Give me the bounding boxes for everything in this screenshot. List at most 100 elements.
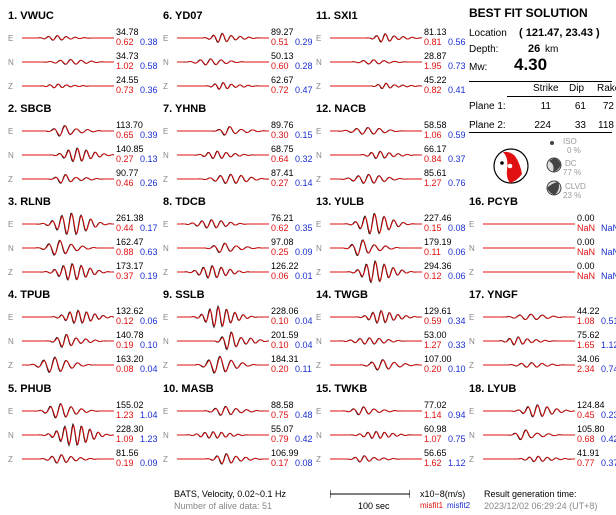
channel-row: N 228.30 1.09 1.23 xyxy=(8,422,158,447)
station-panel: 13. YULB E 227.46 0.15 0.08 N 179.19 0.11 0.06 Z 2… xyxy=(316,196,466,291)
amplitude-value: 129.61 xyxy=(424,306,452,316)
waveform-trace xyxy=(177,242,269,254)
waveform-trace xyxy=(483,455,575,463)
channel-label: Z xyxy=(163,175,168,184)
misfit2-value: 0.04 xyxy=(140,364,158,374)
channel-label: Z xyxy=(163,455,168,464)
amplitude-value: 34.78 xyxy=(116,27,139,37)
synthetic-trace xyxy=(22,334,114,348)
station-panel: 14. TWGB E 129.61 0.59 0.34 N 53.00 1.27 0.33 Z 10… xyxy=(316,289,466,384)
amplitude-value: 0.00 xyxy=(577,213,595,223)
waveform-trace xyxy=(177,126,270,136)
synthetic-trace xyxy=(177,219,269,229)
station-panel: 10. MASB E 88.58 0.75 0.48 N 55.07 0.79 0.42 Z 106… xyxy=(163,383,313,478)
synthetic-trace xyxy=(330,311,423,323)
channel-row: Z 107.00 0.20 0.10 xyxy=(316,354,466,375)
channel-label: Z xyxy=(469,361,474,370)
misfit2-value: 0.56 xyxy=(448,37,466,47)
misfit1-value: 1.27 xyxy=(424,340,442,350)
misfit1-value: 1.07 xyxy=(424,434,442,444)
channel-row: N 75.621.65 1.12 xyxy=(469,330,616,351)
misfit2-value: 0.59 xyxy=(448,130,466,140)
channel-row: E 34.78 0.62 0.38 xyxy=(8,27,158,48)
waveform-trace xyxy=(483,429,575,441)
waveform-trace xyxy=(22,59,114,65)
misfit2-value: 0.11 xyxy=(295,364,312,374)
waveform-trace xyxy=(330,212,422,235)
channel-row: E 89.76 0.30 0.15 xyxy=(163,120,313,141)
synthetic-trace xyxy=(22,83,114,89)
result-time: 2023/12/02 06:29:24 (UT+8) xyxy=(484,501,598,511)
channel-row: Z 90.77 0.46 0.26 xyxy=(8,168,158,189)
misfit1-value: 0.73 xyxy=(116,85,134,95)
synthetic-trace xyxy=(330,59,422,65)
waveform-trace xyxy=(22,309,115,325)
channel-row: Z 81.56 0.19 0.09 xyxy=(8,448,158,469)
misfit2-value: 1.04 xyxy=(140,410,158,420)
misfit2-value: 0.09 xyxy=(295,247,313,257)
station-panel: 1. VWUC E 34.78 0.62 0.38 N 34.73 1.02 0.58 Z 24.5… xyxy=(8,10,158,105)
misfit1-value: 1.23 xyxy=(116,410,134,420)
station-panel: 16. PCYB E 0.00 NaN NaN N 0.00 NaN NaN Z 0.00 NaN Na… xyxy=(469,196,616,291)
station-panel: 7. YHNB E 89.76 0.30 0.15 N 68.75 0.64 0.32 Z 87.4… xyxy=(163,103,313,198)
channel-label: N xyxy=(316,244,322,253)
channel-label: E xyxy=(469,313,475,322)
misfit1-value: 1.95 xyxy=(424,61,442,71)
waveform-trace xyxy=(330,430,422,440)
synthetic-trace xyxy=(483,456,575,462)
channel-row: N 68.75 0.64 0.32 xyxy=(163,144,313,165)
waveform-trace xyxy=(330,337,422,345)
misfit2-value: 0.32 xyxy=(295,154,313,164)
misfit1-value: 0.68 xyxy=(577,434,595,444)
misfit1-value: 0.88 xyxy=(116,247,134,257)
channel-label: E xyxy=(316,220,322,229)
channel-row: Z 62.67 0.72 0.47 xyxy=(163,75,313,96)
misfit1-value: 0.65 xyxy=(116,130,134,140)
misfit2-value: 0.06 xyxy=(448,271,466,281)
synthetic-trace xyxy=(22,59,114,65)
synthetic-trace xyxy=(22,454,114,464)
waveform-trace xyxy=(22,34,114,41)
channel-label: Z xyxy=(163,268,168,277)
channel-label: Z xyxy=(8,268,13,277)
station-title: 3. RLNB xyxy=(8,196,51,208)
misfit2-value: 0.10 xyxy=(140,340,158,350)
misfit1-value: 0.79 xyxy=(271,434,289,444)
station-panel: 12. NACB E 58.58 1.06 0.59 N 66.17 0.84 0.37 Z 85.… xyxy=(316,103,466,198)
dip-header: Dip xyxy=(569,83,585,94)
channel-label: N xyxy=(8,151,14,160)
iso-label: ISO xyxy=(563,137,577,146)
solution-title: BEST FIT SOLUTION xyxy=(469,6,588,20)
alive-count: Number of alive data: 51 xyxy=(174,501,273,511)
misfit2-value: 0.33 xyxy=(448,340,466,350)
channel-row: Z 184.31 0.20 0.11 xyxy=(163,354,313,375)
amplitude-value: 77.02 xyxy=(424,400,447,410)
misfit2-value: 0.26 xyxy=(140,178,158,188)
synthetic-trace xyxy=(177,307,269,327)
misfit2-value: 0.01 xyxy=(295,271,313,281)
misfit1-value: 0.12 xyxy=(116,316,134,326)
channel-label: Z xyxy=(8,361,13,370)
misfit1-value: 0.51 xyxy=(271,37,289,47)
waveform-trace xyxy=(22,403,114,419)
waveform-trace xyxy=(330,359,423,371)
channel-row: E 228.06 0.10 0.04 xyxy=(163,304,313,329)
misfit2-value: 0.13 xyxy=(140,154,158,164)
synthetic-trace xyxy=(22,174,114,184)
channel-label: Z xyxy=(316,268,321,277)
misfit2-value: 0.42 xyxy=(295,434,313,444)
amplitude-value: 66.17 xyxy=(424,144,447,154)
synthetic-trace xyxy=(22,213,115,235)
synthetic-trace xyxy=(330,83,423,89)
channel-row: E 0.00 NaN NaN xyxy=(469,213,616,234)
synthetic-trace xyxy=(330,33,422,43)
waveform-trace xyxy=(22,212,115,236)
channel-row: N 105.800.68 0.42 xyxy=(469,424,616,445)
amplitude-value: 34.06 xyxy=(577,354,600,364)
channel-row: E 129.61 0.59 0.34 xyxy=(316,306,466,327)
plane1-label: Plane 1: xyxy=(469,101,506,112)
synthetic-trace xyxy=(177,82,269,90)
channel-row: Z 0.00 NaN NaN xyxy=(469,261,616,282)
channel-label: E xyxy=(8,127,14,136)
synthetic-trace xyxy=(483,429,575,440)
